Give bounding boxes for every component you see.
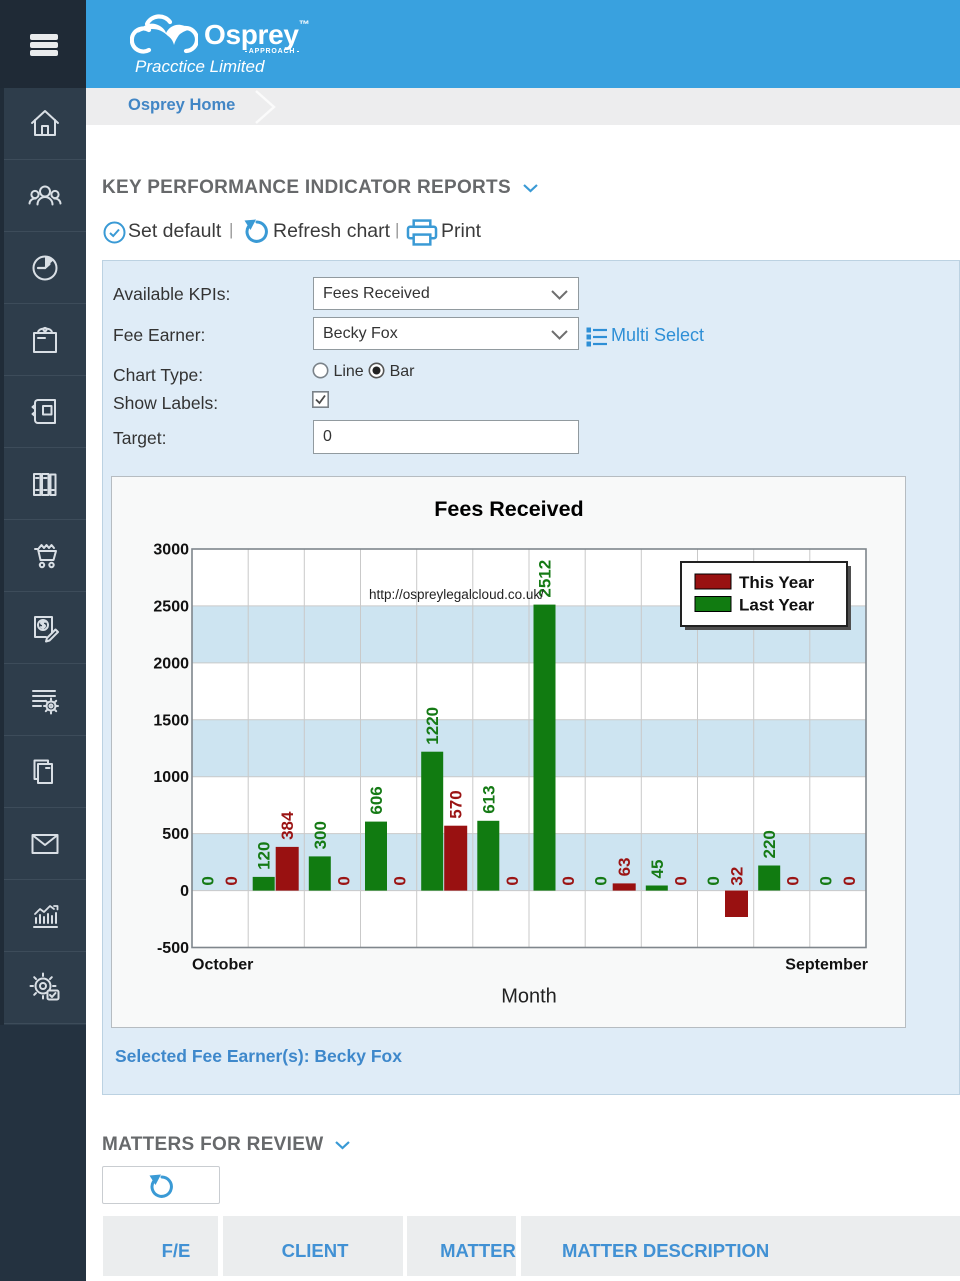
- svg-text:2000: 2000: [153, 655, 189, 672]
- svg-text:0: 0: [503, 876, 522, 885]
- svg-text:September: September: [785, 957, 868, 974]
- svg-text:613: 613: [479, 785, 498, 813]
- svg-text:606: 606: [367, 786, 386, 814]
- svg-text:0: 0: [559, 876, 578, 885]
- svg-text:2500: 2500: [153, 598, 189, 615]
- svg-text:0: 0: [704, 876, 723, 885]
- svg-text:0: 0: [784, 876, 803, 885]
- svg-text:32: 32: [728, 867, 747, 886]
- svg-text:1220: 1220: [423, 707, 442, 745]
- svg-text:0: 0: [391, 876, 410, 885]
- svg-text:Month: Month: [501, 986, 557, 1008]
- svg-text:October: October: [192, 957, 253, 974]
- svg-text:0: 0: [199, 876, 218, 885]
- svg-text:0: 0: [592, 876, 611, 885]
- svg-text:1500: 1500: [153, 712, 189, 729]
- svg-text:0: 0: [334, 876, 353, 885]
- svg-text:120: 120: [255, 842, 274, 870]
- svg-text:3000: 3000: [153, 542, 189, 559]
- svg-text:-500: -500: [157, 940, 189, 957]
- svg-text:This Year: This Year: [739, 573, 815, 592]
- svg-text:0: 0: [840, 876, 859, 885]
- svg-text:500: 500: [162, 826, 189, 843]
- svg-text:Fees Received: Fees Received: [434, 497, 583, 521]
- svg-text:300: 300: [311, 821, 330, 849]
- svg-text:63: 63: [615, 857, 634, 876]
- svg-text:45: 45: [648, 860, 667, 879]
- svg-text:220: 220: [760, 830, 779, 858]
- svg-text:2512: 2512: [536, 560, 555, 598]
- svg-text:http://ospreylegalcloud.co.uk/: http://ospreylegalcloud.co.uk/: [369, 587, 544, 602]
- svg-text:384: 384: [278, 811, 297, 840]
- svg-text:1000: 1000: [153, 769, 189, 786]
- svg-text:Last Year: Last Year: [739, 596, 815, 615]
- svg-text:0: 0: [180, 883, 189, 900]
- svg-text:0: 0: [222, 876, 241, 885]
- svg-text:0: 0: [671, 876, 690, 885]
- svg-text:0: 0: [816, 876, 835, 885]
- svg-text:570: 570: [447, 790, 466, 818]
